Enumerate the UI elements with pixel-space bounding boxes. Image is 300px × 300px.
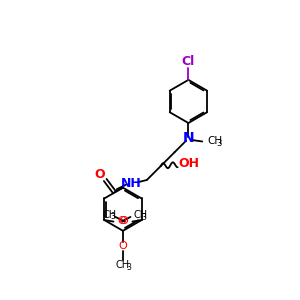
Text: O: O (94, 168, 105, 181)
Text: 3: 3 (110, 212, 115, 221)
Text: N: N (183, 131, 194, 146)
Text: O: O (120, 216, 128, 226)
Text: CH: CH (102, 210, 116, 220)
Text: CH: CH (116, 260, 130, 270)
Text: OH: OH (178, 157, 199, 169)
Text: O: O (118, 241, 127, 251)
Text: Cl: Cl (182, 55, 195, 68)
Text: 3: 3 (127, 262, 131, 272)
Text: 3: 3 (216, 139, 221, 148)
Text: NH: NH (121, 177, 142, 190)
Text: O: O (117, 216, 126, 226)
Text: 3: 3 (141, 213, 146, 222)
Text: CH: CH (207, 136, 222, 146)
Text: CH: CH (134, 210, 148, 220)
